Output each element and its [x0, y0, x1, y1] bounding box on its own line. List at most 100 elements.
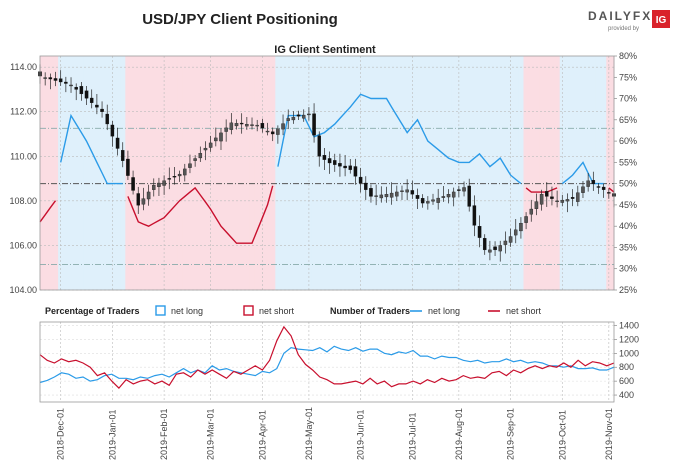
- sentiment-band: [513, 56, 519, 290]
- candle-body: [374, 195, 378, 197]
- price-tick-label: 110.00: [10, 151, 37, 161]
- sentiment-band: [471, 56, 478, 290]
- sentiment-band: [254, 56, 261, 290]
- candle-body: [146, 191, 151, 200]
- sentiment-band: [233, 56, 240, 290]
- candle-body: [214, 137, 218, 142]
- candle-body: [570, 197, 575, 199]
- price-tick-label: 106.00: [9, 240, 37, 250]
- percent-tick-label: 75%: [619, 72, 637, 82]
- sentiment-band: [497, 56, 504, 290]
- sentiment-band: [249, 56, 256, 290]
- candle-body: [307, 113, 311, 116]
- date-tick-label: 2019-Feb-01: [159, 408, 169, 460]
- date-tick-label: 2019-Jun-01: [356, 409, 366, 460]
- sentiment-band: [445, 56, 452, 290]
- count-tick-label: 1200: [619, 334, 639, 344]
- sentiment-band: [140, 56, 147, 290]
- sentiment-band: [611, 56, 615, 290]
- sentiment-band: [570, 56, 576, 290]
- candle-body: [462, 187, 466, 192]
- candle-body: [586, 180, 590, 187]
- candle-body: [395, 191, 399, 197]
- candle-body: [348, 165, 353, 170]
- brand-tagline: provided by: [608, 26, 639, 32]
- candle-body: [596, 186, 601, 188]
- sentiment-band: [146, 56, 152, 290]
- sentiment-band: [420, 56, 426, 290]
- percent-tick-label: 35%: [619, 242, 637, 252]
- candle-body: [607, 192, 611, 194]
- net-long-pct-line-short: [39, 185, 615, 244]
- candle-body: [43, 77, 47, 79]
- candle-body: [276, 128, 280, 135]
- date-tick-label: 2019-May-01: [304, 407, 314, 460]
- candle-body: [172, 176, 177, 178]
- candle-body: [74, 86, 78, 90]
- net-long-count-line: [39, 345, 615, 384]
- sentiment-band: [575, 56, 581, 290]
- candle-body: [601, 186, 606, 190]
- candle-body: [493, 246, 497, 251]
- sentiment-band: [264, 56, 271, 290]
- candle-body: [565, 199, 570, 202]
- sentiment-band: [114, 56, 121, 290]
- sentiment-band: [440, 56, 447, 290]
- candle-body: [508, 236, 513, 243]
- trader-count-panel: 400 600 800 1000 1200 1400: [39, 320, 639, 403]
- sentiment-band: [502, 56, 509, 290]
- price-axis: 104.00 106.00 108.00 110.00 112.00 114.00: [9, 62, 37, 295]
- candle-body: [317, 135, 321, 157]
- candle-body: [152, 185, 156, 190]
- candle-body: [322, 155, 327, 160]
- candle-body: [69, 84, 73, 87]
- date-tick-label: 2019-Jan-01: [107, 409, 117, 460]
- candle-body: [167, 178, 172, 180]
- percent-tick-label: 25%: [619, 285, 637, 295]
- candle-body: [545, 191, 549, 197]
- sentiment-band: [466, 56, 473, 290]
- ig-badge-text: IG: [656, 15, 667, 26]
- sentiment-band: [83, 56, 90, 290]
- date-tick-label: 2019-Jul-01: [407, 412, 417, 460]
- legend-swatch-net-long-pct: [155, 305, 166, 316]
- net-short-count-line: [39, 325, 615, 389]
- sentiment-band: [539, 56, 545, 290]
- candle-body: [270, 131, 275, 135]
- candle-body: [384, 194, 389, 198]
- candle-body: [389, 192, 394, 198]
- top-frame: [39, 55, 615, 291]
- candle-body: [576, 192, 580, 202]
- candle-body: [105, 113, 109, 125]
- sentiment-band: [595, 56, 602, 290]
- candle-body: [405, 189, 409, 193]
- candle-body: [343, 165, 347, 169]
- sentiment-band: [451, 56, 457, 290]
- candle-body: [431, 199, 435, 202]
- candle-body: [364, 182, 368, 190]
- candle-body: [420, 198, 425, 204]
- chart-subtitle: IG Client Sentiment: [274, 44, 376, 56]
- candle-body: [79, 86, 84, 95]
- candle-body: [281, 123, 285, 130]
- legend-count-heading: Number of Traders: [330, 306, 410, 316]
- candle-body: [203, 147, 208, 151]
- candle-body: [524, 216, 528, 223]
- sentiment-band: [389, 56, 395, 290]
- candle-body: [477, 226, 482, 238]
- bottom-gridlines: [40, 322, 614, 402]
- candle-body: [188, 163, 192, 168]
- sentiment-band: [42, 56, 49, 290]
- candle-body: [436, 197, 440, 203]
- candle-body: [488, 249, 492, 253]
- sentiment-band: [275, 56, 281, 290]
- percent-tick-label: 80%: [619, 51, 637, 61]
- candle-body: [358, 176, 363, 184]
- net-long-pct-line-long: [60, 93, 604, 185]
- sentiment-band: [270, 56, 276, 290]
- candle-body: [183, 168, 187, 176]
- candle-body: [327, 158, 332, 164]
- date-tick-label: 2019-Aug-01: [454, 408, 464, 460]
- sentiment-band: [63, 56, 69, 290]
- price-tick-label: 112.00: [10, 107, 37, 117]
